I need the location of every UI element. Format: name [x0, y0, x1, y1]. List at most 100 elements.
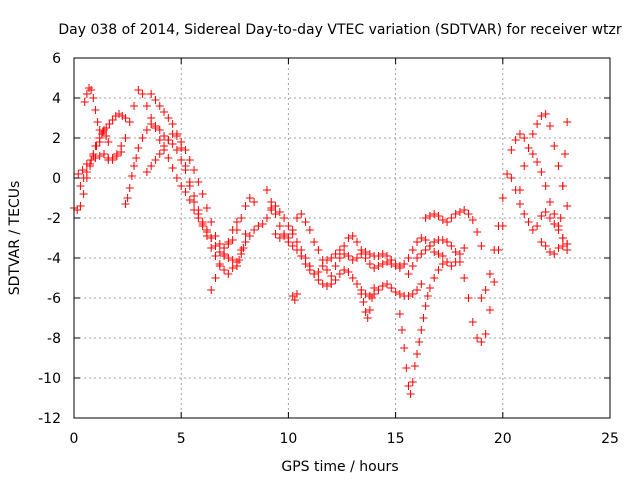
data-point [87, 156, 96, 164]
series-track-6 [142, 130, 259, 252]
data-point [318, 256, 327, 264]
data-point [80, 98, 89, 106]
data-point [490, 278, 499, 286]
data-point [327, 280, 336, 288]
data-point [172, 132, 181, 140]
data-point [515, 130, 524, 138]
data-point [365, 250, 374, 258]
data-point [314, 268, 323, 276]
data-point [177, 182, 186, 190]
y-tick-label: -4 [47, 251, 61, 267]
data-point [451, 210, 460, 218]
data-point [177, 156, 186, 164]
y-tick-label: 4 [52, 91, 61, 107]
data-point [288, 226, 297, 234]
data-point [168, 120, 177, 128]
data-point [198, 190, 207, 198]
data-point [301, 260, 310, 268]
data-point [125, 184, 134, 192]
data-point [232, 218, 241, 226]
data-point [194, 210, 203, 218]
data-point [560, 150, 569, 158]
data-point [368, 294, 377, 302]
data-point [82, 168, 91, 176]
data-point [237, 250, 246, 258]
data-point [297, 210, 306, 218]
data-point [228, 226, 237, 234]
series-track-13 [288, 290, 301, 304]
data-point [123, 194, 132, 202]
data-point [365, 292, 374, 300]
series-track-10 [267, 198, 314, 242]
data-point [421, 214, 430, 222]
data-point [410, 362, 419, 370]
data-point [413, 254, 422, 262]
data-point [477, 242, 486, 250]
data-point [438, 260, 447, 268]
data-point [520, 134, 529, 142]
y-tick-label: 6 [52, 51, 61, 67]
data-point [284, 222, 293, 230]
data-point [359, 298, 368, 306]
data-point [370, 284, 379, 292]
data-point [391, 260, 400, 268]
data-point [473, 334, 482, 342]
data-point [357, 250, 366, 258]
data-point [406, 390, 415, 398]
data-point [383, 280, 392, 288]
data-point [215, 240, 224, 248]
data-point [340, 242, 349, 250]
data-point [451, 248, 460, 256]
data-point [181, 146, 190, 154]
data-point [545, 214, 554, 222]
data-point [327, 254, 336, 262]
data-point [395, 262, 404, 270]
data-point [447, 242, 456, 250]
data-point [558, 234, 567, 242]
data-point [443, 218, 452, 226]
data-points [70, 84, 572, 398]
data-point [271, 230, 280, 238]
data-point [224, 270, 233, 278]
data-point [494, 222, 503, 230]
data-point [537, 212, 546, 220]
data-point [344, 268, 353, 276]
data-point [301, 218, 310, 226]
data-point [190, 198, 199, 206]
data-point [374, 286, 383, 294]
data-point [292, 246, 301, 254]
data-point [228, 236, 237, 244]
x-tick-label: 25 [601, 431, 619, 447]
data-point [164, 136, 173, 144]
data-point [250, 198, 259, 206]
data-point [288, 242, 297, 250]
data-point [363, 314, 372, 322]
data-point [198, 218, 207, 226]
series-track-2 [80, 84, 113, 146]
data-point [537, 238, 546, 246]
data-point [528, 130, 537, 138]
data-point [408, 246, 417, 254]
data-point [340, 266, 349, 274]
data-point [98, 128, 107, 136]
data-point [138, 90, 147, 98]
data-point [481, 286, 490, 294]
y-tick-label: -6 [47, 291, 61, 307]
data-point [430, 248, 439, 256]
data-point [434, 266, 443, 274]
series-track-22 [74, 148, 126, 178]
data-point [207, 286, 216, 294]
data-point [515, 186, 524, 194]
data-point [237, 214, 246, 222]
series-track-11 [310, 234, 469, 280]
data-point [327, 272, 336, 280]
data-point [241, 202, 250, 210]
data-point [490, 246, 499, 254]
data-point [104, 138, 113, 146]
data-point [91, 154, 100, 162]
data-point [292, 214, 301, 222]
data-point [387, 284, 396, 292]
data-point [387, 256, 396, 264]
data-point [524, 144, 533, 152]
data-point [421, 246, 430, 254]
